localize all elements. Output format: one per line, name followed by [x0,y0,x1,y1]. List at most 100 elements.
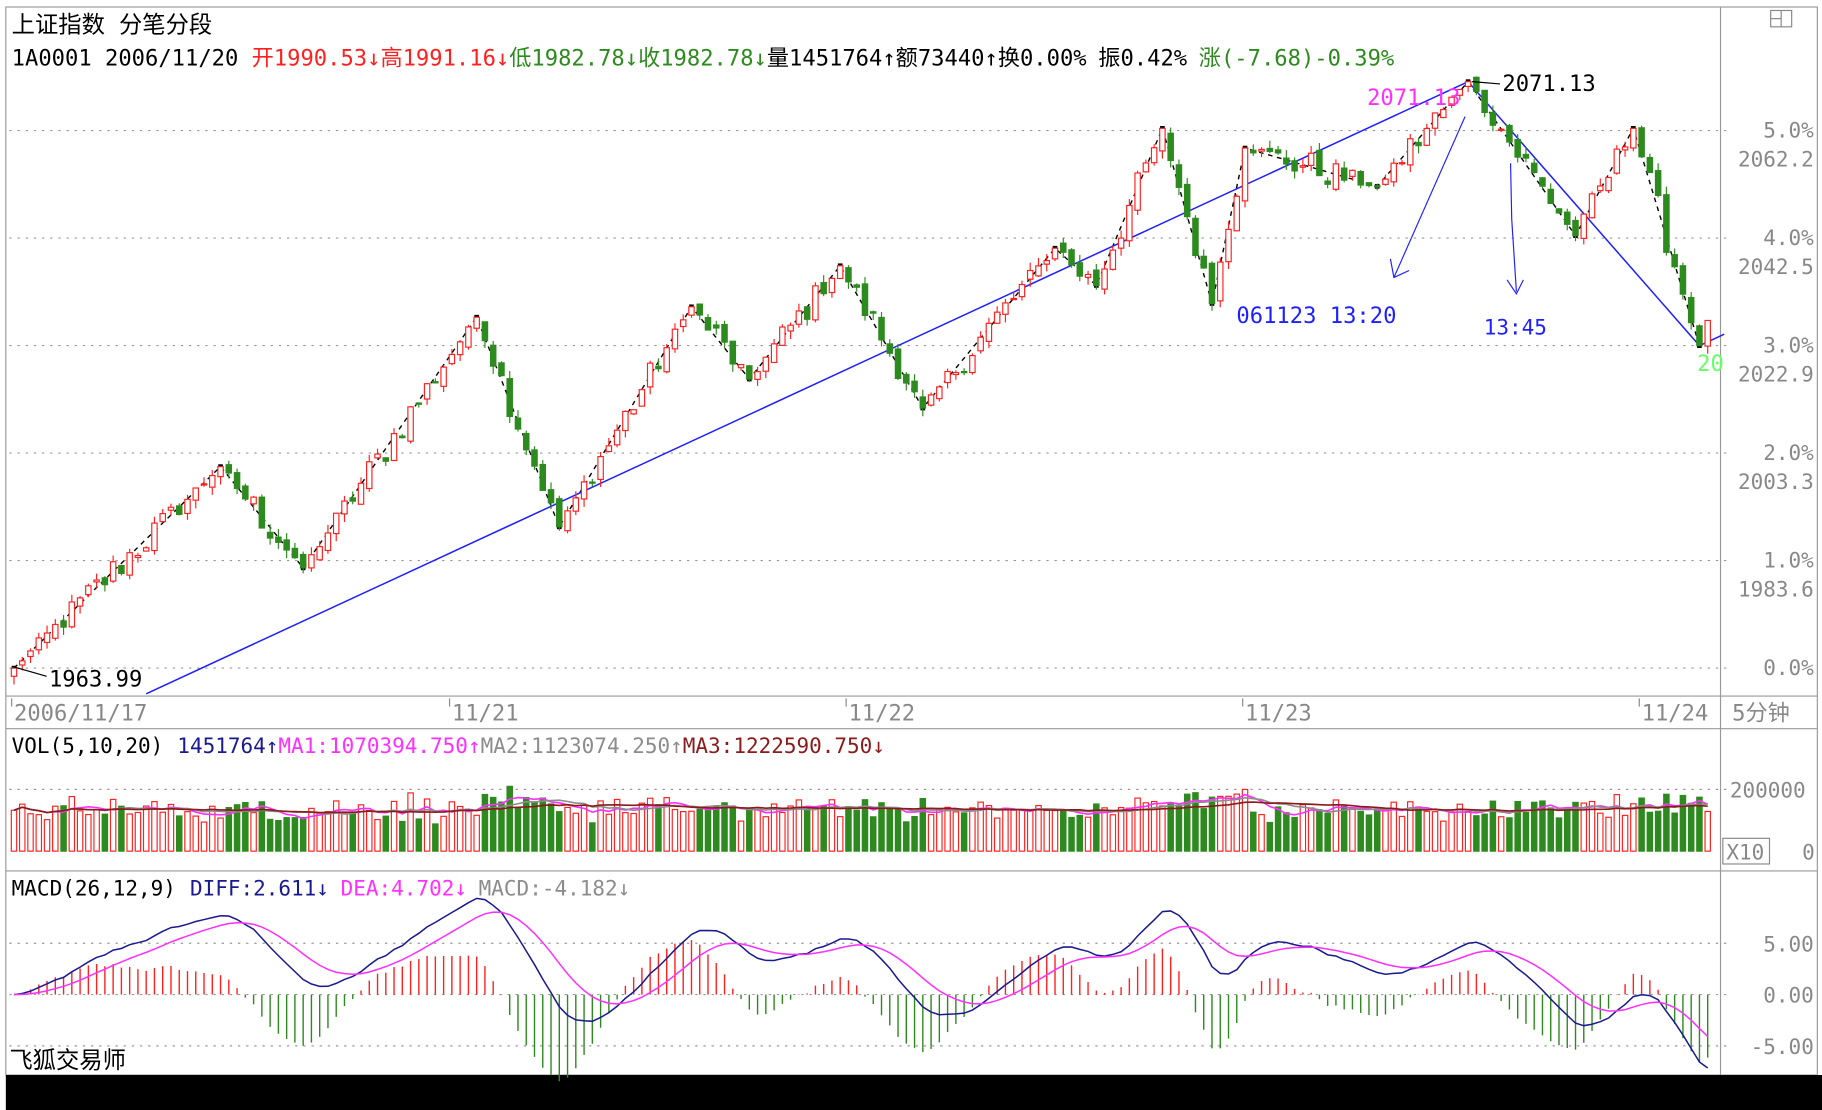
volume-bar [43,819,51,852]
high-label-leader [1472,81,1501,85]
candle [944,368,951,389]
candle-body [1654,170,1662,196]
candle [399,433,406,439]
volume-bar [10,809,18,852]
volume-bar [283,817,290,852]
candle [1299,158,1307,174]
candle-body [93,579,100,583]
candle-body [679,319,687,328]
candle [1456,88,1464,101]
volume-bar [1241,788,1249,852]
candle-body [622,410,629,432]
candle [1365,182,1373,188]
candle [1671,248,1678,269]
candle [1175,159,1183,196]
candle [1233,194,1241,232]
volume-bar [275,820,282,852]
end-price-label-clipped: 20 [1697,351,1724,377]
macd-dea: DEA:4.702↓ [341,876,467,900]
volume-bar [1440,820,1447,852]
candle [151,516,158,555]
volume-bar [969,807,976,852]
candle-body [828,277,836,294]
candle [572,491,580,516]
quote-change: 涨(-7.68)-0.39% [1199,45,1394,71]
candle [1563,208,1571,231]
candle [10,667,18,685]
candle-body [341,500,348,515]
volume-bar [101,813,109,852]
candle [456,339,464,361]
candle-body [803,306,811,320]
candle [134,552,142,563]
candle [1473,76,1480,96]
candle-body [1200,255,1207,269]
volume-bar [489,796,497,852]
candle-body [1563,211,1571,225]
candle [341,495,348,522]
candle-body [1514,138,1521,158]
arrow-label-time: 061123 13:20 [1236,303,1396,329]
volume-label: VOL(5,10,20) [12,734,164,758]
candle-body [911,380,918,393]
candle [1101,260,1108,295]
candle [1588,191,1596,219]
volume-bar [341,812,348,852]
price-axis: 5.0% 2062.2 4.0% 2042.5 3.0% 2022.9 2.0% 2003.3… [1738,119,1814,681]
candle [1440,107,1447,119]
candle [473,316,480,332]
candle [382,457,390,467]
candle-body [721,323,728,343]
candle [531,446,538,471]
candle [1084,270,1092,285]
volume-bar [820,805,827,852]
candle-body [952,371,960,376]
candle-body [399,435,406,439]
candle [68,594,76,629]
candle [283,533,290,559]
candle-body [779,326,786,346]
candle-body [1192,217,1199,257]
volume-bar [1068,816,1075,852]
candle-body [1547,188,1554,205]
volume-bar [547,803,555,852]
candle-body [448,353,456,365]
volume-bar [365,809,373,852]
date-label: 11/24 [1642,701,1709,727]
candle-body [1597,185,1604,192]
volume-bar [1687,802,1695,852]
volume-bar [646,797,654,852]
candle-body [1663,194,1670,253]
volume-bar [1283,812,1290,852]
candle-body [465,326,472,348]
candle [969,353,976,375]
volume-bar [374,818,381,852]
candle-body [1696,325,1703,347]
volume-bar [1266,821,1274,852]
candle-body [1415,141,1422,147]
volume-bar [1497,816,1505,852]
volume-bar [1539,800,1546,852]
volume-bar [1407,801,1414,852]
candle-body [299,553,307,569]
high-price-label: 2071.13 [1502,71,1595,97]
candle-body [1324,180,1331,185]
volume-bar [580,804,588,852]
candle [721,320,728,349]
candle-body [977,336,984,352]
candle-body [522,432,530,451]
candle-body [118,564,125,574]
candle [655,358,662,372]
volume-bar [1704,810,1711,852]
candle [1357,170,1364,189]
candle-body [1225,228,1232,263]
candle [52,619,59,641]
candle-body [1357,170,1364,186]
volume-bar [1621,814,1629,852]
candle-body [1539,177,1546,187]
candle-body [688,306,695,316]
volume-bar [1274,806,1282,852]
candle-body [1440,108,1447,119]
macd-diff: DIFF:2.611↓ [190,876,329,900]
